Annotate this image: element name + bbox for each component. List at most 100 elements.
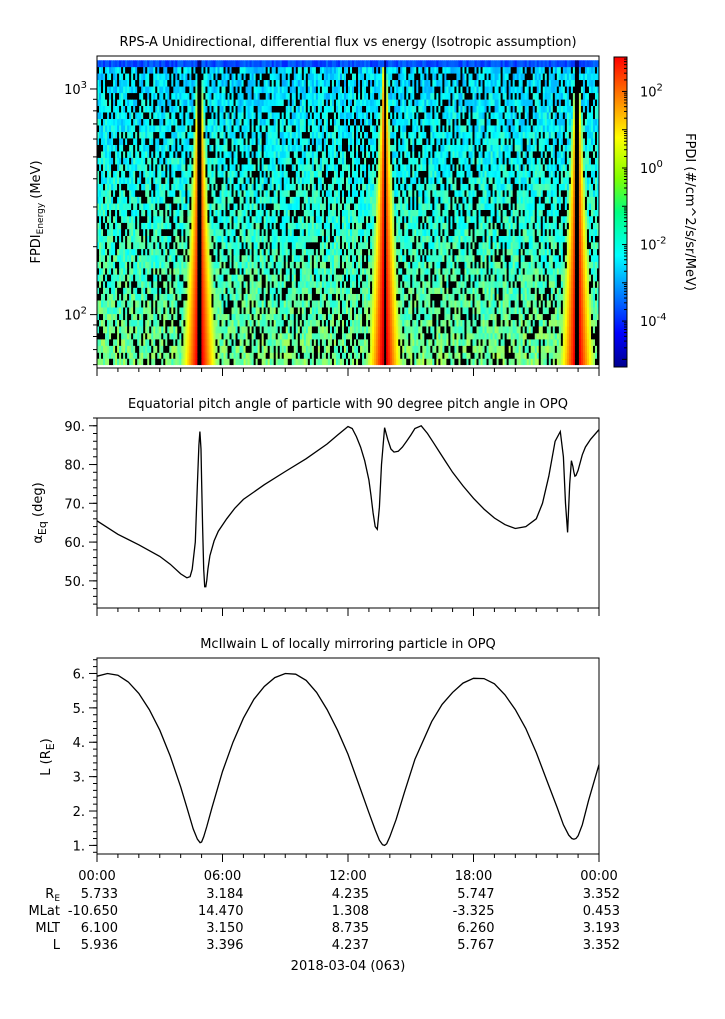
heatmap-cell — [295, 332, 299, 340]
heatmap-cell — [404, 345, 407, 353]
heatmap-cell — [440, 313, 443, 321]
heatmap-cell — [436, 352, 439, 359]
heatmap-cell — [448, 313, 451, 321]
heatmap-cell — [151, 332, 154, 340]
heatmap-cell — [590, 326, 594, 334]
heatmap-cell — [502, 345, 506, 353]
heatmap-cell — [432, 248, 435, 256]
heatmap-cell — [111, 293, 114, 301]
heatmap-cell — [157, 274, 160, 282]
heatmap-cell — [189, 358, 192, 366]
heatmap-cell — [323, 319, 327, 327]
heatmap-cell — [552, 254, 556, 262]
heatmap-cell — [115, 358, 118, 366]
heatmap-cell — [544, 345, 548, 353]
heatmap-cell — [121, 267, 124, 275]
heatmap-cell — [147, 235, 150, 243]
heatmap-cell — [303, 300, 307, 308]
heatmap-cell — [480, 345, 484, 353]
heatmap-cell — [434, 274, 437, 282]
heatmap-cell — [327, 235, 331, 243]
heatmap-cell — [406, 287, 409, 294]
heatmap-cell — [430, 274, 433, 282]
heatmap-cell — [171, 287, 174, 294]
heatmap-cell — [530, 319, 534, 327]
heatmap-cell — [406, 248, 409, 256]
heatmap-cell — [161, 235, 164, 243]
heatmap-cell — [528, 319, 532, 327]
heatmap-cell — [201, 345, 204, 353]
heatmap-cell — [125, 358, 128, 366]
heatmap-cell — [526, 345, 530, 353]
heatmap-cell — [588, 267, 592, 275]
heatmap-cell — [201, 267, 204, 275]
heatmap-cell — [201, 358, 204, 366]
heatmap-cell — [552, 300, 556, 308]
heatmap-cell — [103, 358, 106, 366]
heatmap-cell — [345, 313, 349, 321]
heatmap-cell — [586, 319, 590, 327]
heatmap-cell — [592, 319, 596, 327]
heatmap-cell — [572, 300, 576, 308]
heatmap-cell — [271, 358, 275, 366]
heatmap-cell — [337, 293, 341, 301]
heatmap-cell — [281, 326, 285, 334]
heatmap-cell — [217, 307, 220, 315]
heatmap-cell — [255, 338, 259, 346]
heatmap-cell — [402, 248, 405, 256]
heatmap-cell — [444, 261, 447, 269]
heatmap-cell — [281, 352, 285, 359]
heatmap-cell — [279, 254, 283, 262]
heatmap-cell — [199, 241, 202, 250]
heatmap-cell — [287, 345, 291, 353]
heatmap-cell — [454, 300, 457, 308]
heatmap-cell — [111, 261, 114, 269]
heatmap-cell — [468, 300, 471, 308]
heatmap-cell — [432, 332, 435, 340]
heatmap-cell — [410, 254, 413, 262]
heatmap-cell — [167, 235, 170, 243]
heatmap-cell — [534, 313, 538, 321]
heatmap-cell — [564, 274, 568, 282]
heatmap-cell — [131, 287, 134, 294]
heatmap-cell — [129, 313, 132, 321]
heatmap-cell — [237, 293, 241, 301]
heatmap-cell — [115, 248, 118, 256]
heatmap-cell — [418, 241, 421, 250]
heatmap-cell — [139, 352, 142, 359]
heatmap-cell — [388, 345, 391, 353]
heatmap-cell — [279, 267, 283, 275]
heatmap-cell — [512, 287, 516, 294]
heatmap-cell — [386, 326, 389, 334]
heatmap-cell — [107, 241, 110, 250]
heatmap-cell — [281, 267, 285, 275]
heatmap-cell — [358, 358, 361, 366]
heatmap-cell — [161, 287, 164, 294]
heatmap-cell — [113, 313, 116, 321]
heatmap-cell — [275, 261, 279, 269]
heatmap-cell — [408, 274, 411, 282]
heatmap-cell — [119, 326, 122, 334]
heatmap-cell — [197, 261, 200, 269]
heatmap-cell — [410, 307, 413, 315]
heatmap-cell — [478, 307, 482, 315]
heatmap-cell — [458, 241, 461, 250]
heatmap-cell — [327, 248, 331, 256]
heatmap-cell — [279, 248, 283, 256]
heatmap-cell — [492, 358, 496, 366]
heatmap-cell — [440, 326, 443, 334]
heatmap-cell — [299, 326, 303, 334]
heatmap-cell — [386, 338, 389, 346]
heatmap-cell — [165, 326, 168, 334]
heatmap-cell — [235, 261, 239, 269]
heatmap-cell — [452, 352, 455, 359]
heatmap-cell — [366, 280, 369, 288]
heatmap-cell — [247, 307, 251, 315]
heatmap-cell — [167, 313, 170, 321]
heatmap-cell — [384, 319, 387, 327]
heatmap-cell — [277, 319, 281, 327]
heatmap-cell — [229, 307, 233, 315]
heatmap-cell — [568, 293, 572, 301]
heatmap-cell — [139, 267, 142, 275]
heatmap-cell — [297, 307, 301, 315]
